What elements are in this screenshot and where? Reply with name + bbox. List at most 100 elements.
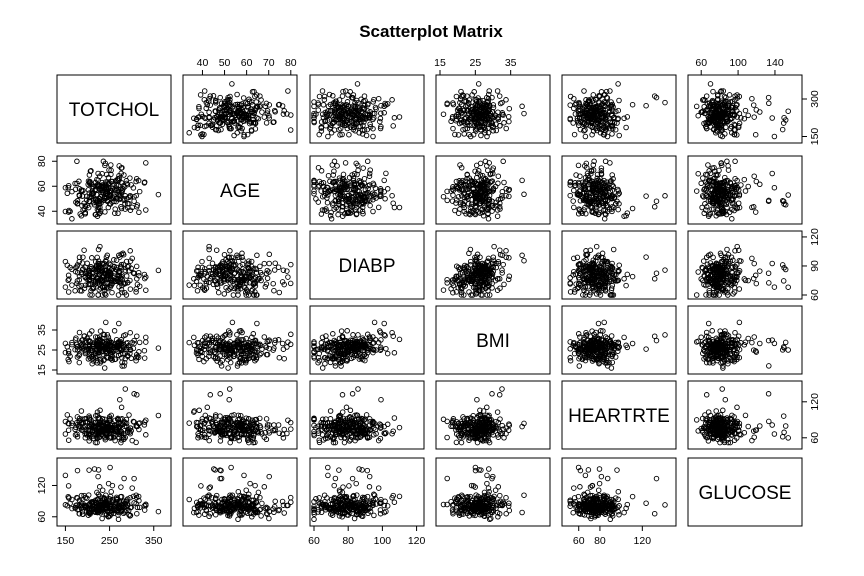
data-point [781,114,787,121]
data-point [722,118,728,125]
data-point [311,188,317,194]
data-point [734,192,740,198]
data-point [506,273,513,279]
data-point [567,182,573,188]
panel-bmi-vs-glucose [687,305,803,375]
data-point [582,196,589,203]
data-point [100,277,106,283]
data-point [131,270,137,277]
data-point [76,329,83,336]
data-point [713,181,720,188]
data-point [340,176,347,182]
data-point [703,207,709,213]
data-point [724,158,730,165]
data-point [567,357,574,364]
data-point [104,274,110,280]
data-point [125,279,131,286]
data-point [780,278,787,284]
data-point [444,280,450,286]
data-point [252,119,258,126]
data-point [359,199,366,205]
data-point [74,158,80,165]
data-point [73,264,79,271]
data-point [503,248,509,254]
data-point [484,186,490,193]
data-point [236,104,242,111]
data-point [452,207,458,214]
data-point [695,269,701,275]
data-point [501,120,507,126]
data-point [469,103,476,110]
data-point [127,248,133,254]
data-point [239,250,245,257]
data-point [735,123,742,129]
data-point [318,128,325,134]
data-point [497,200,503,206]
data-point [65,182,72,189]
data-point [339,131,345,138]
data-point [570,198,576,204]
data-point [196,103,202,110]
data-point [653,337,660,344]
data-point [222,114,229,121]
data-point [116,192,122,198]
data-point [263,281,270,287]
data-point [97,194,104,200]
data-point [588,119,595,126]
data-point [487,110,493,116]
data-point [332,102,339,108]
data-point [95,292,101,298]
data-point [102,160,109,167]
data-point [653,270,660,276]
data-point [710,116,717,122]
data-point [117,195,124,201]
data-point [365,100,371,107]
data-point [472,204,478,210]
data-point [325,192,331,198]
data-point [241,132,247,138]
data-point [723,178,729,184]
data-point [251,109,257,116]
data-point [85,274,92,281]
data-point [133,286,139,292]
data-point [227,248,233,254]
variable-label-bmi: BMI [476,331,510,352]
panel-age-vs-age: AGE [182,155,298,225]
data-point [623,124,629,131]
data-point [87,292,93,298]
data-point [337,132,343,138]
data-point [354,171,360,178]
data-point [65,289,72,295]
data-point [327,178,333,185]
data-point [112,210,118,216]
data-point [741,176,748,183]
data-point [335,113,341,119]
data-point [624,271,631,278]
data-point [81,206,88,212]
data-point [503,186,509,192]
data-point [519,103,525,110]
data-point [118,251,124,258]
data-point [720,210,726,216]
data-point [586,177,593,184]
data-point [734,108,740,114]
data-point [249,89,256,95]
data-point [315,184,321,190]
data-point [94,206,101,213]
data-point [347,114,354,120]
data-point [116,320,122,327]
data-point [62,208,69,215]
data-point [97,285,104,291]
data-point [366,173,373,179]
data-point [344,186,350,192]
data-point [129,255,135,262]
data-point [581,186,588,192]
data-point [318,188,324,194]
data-point [358,119,364,126]
data-point [285,88,291,94]
data-point [66,276,72,282]
data-point [111,257,117,263]
data-point [126,263,132,269]
data-point [141,347,148,354]
